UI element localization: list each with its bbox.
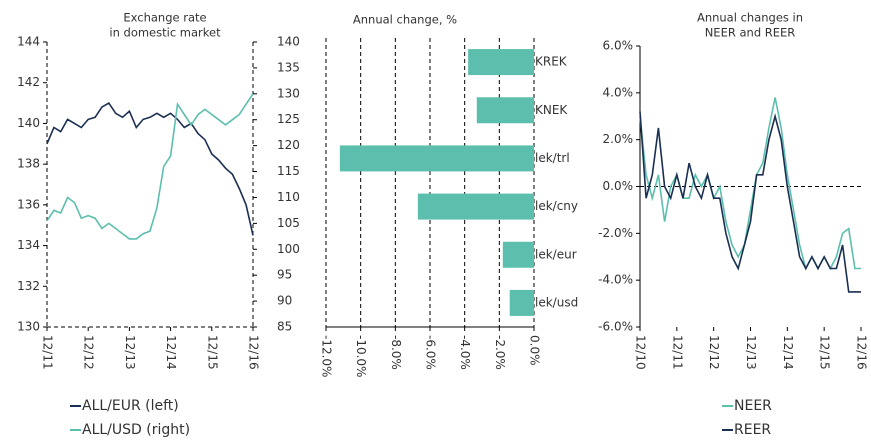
series-line	[46, 93, 254, 240]
x-tick-label: 12/13	[123, 335, 137, 370]
y2-tick-label: 130	[277, 86, 300, 100]
y2-tick-label: 105	[277, 216, 300, 230]
x-tick-label: -10.0%	[354, 335, 368, 377]
y-tick-label: 132	[17, 279, 40, 293]
category-label: lek/cny	[535, 199, 578, 213]
series-line	[46, 102, 254, 236]
x-tick-label: 12/14	[781, 335, 795, 370]
x-tick-label: 12/12	[707, 335, 721, 370]
category-label: KREK	[535, 55, 568, 69]
y2-tick-label: 95	[277, 268, 292, 282]
y-tick-label: 144	[17, 35, 40, 49]
y2-tick-label: 85	[277, 320, 292, 334]
x-tick-label: -8.0%	[389, 335, 403, 370]
y-tick-label: 142	[17, 75, 40, 89]
x-tick-label: 12/14	[164, 335, 178, 370]
category-label: lek/usd	[535, 295, 578, 309]
y2-tick-label: 100	[277, 242, 300, 256]
y2-tick-label: 115	[277, 164, 300, 178]
series-line	[639, 111, 861, 293]
x-tick-label: 12/16	[247, 335, 261, 370]
bar	[417, 193, 534, 220]
x-tick-label: 0.0%	[528, 335, 542, 366]
legend-label: REER	[734, 422, 771, 438]
x-tick-label: 12/12	[82, 335, 96, 370]
y2-tick-label: 135	[277, 60, 300, 74]
chart-title: Annual changes in	[697, 11, 803, 25]
x-tick-label: -2.0%	[493, 335, 507, 370]
y-tick-label: 140	[17, 116, 40, 130]
series-line	[639, 97, 861, 271]
x-tick-label: 12/11	[41, 335, 55, 370]
y-tick-label: 136	[17, 197, 40, 211]
bar	[468, 49, 534, 76]
y-tick-label: -6.0%	[598, 320, 633, 334]
y2-tick-label: 110	[277, 190, 300, 204]
chart-title: Annual change, %	[353, 13, 457, 27]
x-tick-label: -12.0%	[320, 335, 334, 377]
y-tick-label: 4.0%	[603, 85, 634, 99]
y2-tick-label: 140	[277, 35, 300, 49]
y-tick-label: -4.0%	[598, 273, 633, 287]
bar	[339, 145, 534, 172]
y-tick-label: -2.0%	[598, 226, 633, 240]
x-tick-label: 12/15	[205, 335, 219, 370]
legend-label: ALL/USD (right)	[82, 422, 190, 438]
bar	[502, 241, 534, 268]
y-tick-label: 130	[17, 320, 40, 334]
chart-title: in domestic market	[109, 26, 221, 40]
y-tick-label: 2.0%	[603, 132, 634, 146]
x-tick-label: 12/16	[855, 335, 869, 370]
bar	[476, 97, 534, 124]
y-tick-label: 138	[17, 157, 40, 171]
y-tick-label: 0.0%	[603, 179, 634, 193]
category-label: lek/eur	[535, 247, 577, 261]
x-tick-label: 12/10	[634, 335, 648, 370]
x-tick-label: 12/13	[744, 335, 758, 370]
x-tick-label: 12/11	[670, 335, 684, 370]
chart-title: NEER and REER	[705, 26, 796, 40]
bar	[509, 289, 534, 316]
y-tick-label: 6.0%	[603, 39, 634, 53]
y-tick-label: 134	[17, 238, 40, 252]
y2-tick-label: 120	[277, 138, 300, 152]
x-tick-label: 12/15	[818, 335, 832, 370]
category-label: KNEK	[535, 103, 568, 117]
x-tick-label: -4.0%	[458, 335, 472, 370]
legend-label: NEER	[734, 398, 772, 414]
legend-label: ALL/EUR (left)	[82, 398, 179, 414]
y2-tick-label: 90	[277, 294, 292, 308]
x-tick-label: -6.0%	[424, 335, 438, 370]
category-label: lek/trl	[535, 151, 570, 165]
y2-tick-label: 125	[277, 112, 300, 126]
chart-title: Exchange rate	[123, 11, 206, 25]
